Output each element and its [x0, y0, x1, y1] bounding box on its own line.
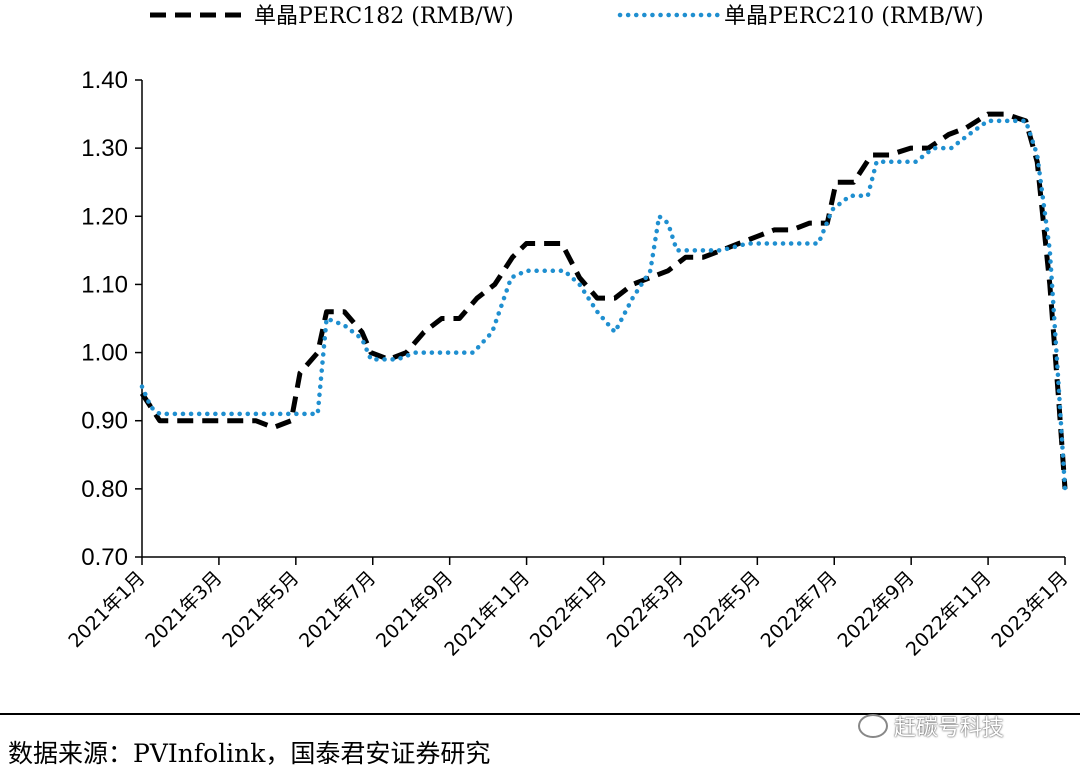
series-layer [139, 111, 1068, 492]
y-tick-label: 1.00 [81, 340, 128, 367]
wechat-icon [858, 714, 888, 738]
x-tick-label: 2021年9月 [372, 567, 457, 652]
x-tick-label: 2021年5月 [218, 567, 303, 652]
watermark: 赶碳号科技 [858, 708, 1004, 744]
x-tick-label: 2022年5月 [680, 567, 765, 652]
x-tick-label: 2022年3月 [603, 567, 688, 652]
y-axis: 0.70 0.80 0.90 1.00 1.10 1.20 1.30 1.40 [81, 67, 143, 571]
series-line-1 [139, 111, 1068, 490]
y-tick-label: 0.80 [81, 476, 128, 503]
x-tick-label: 2021年1月 [64, 567, 149, 652]
y-tick-label: 0.90 [81, 408, 128, 435]
y-tick-label: 1.40 [81, 67, 128, 94]
data-source: 数据来源：PVInfolink，国泰君安证券研究 [8, 739, 491, 768]
x-tick-label: 2023年1月 [987, 567, 1072, 652]
x-axis: 2021年1月2021年3月2021年5月2021年7月2021年9月2021年… [64, 556, 1073, 661]
legend: 单晶PERC182 (RMB/W) 单晶PERC210 (RMB/W) [150, 4, 984, 29]
source-divider [0, 713, 1080, 715]
y-tick-label: 1.20 [81, 203, 128, 230]
x-tick-label: 2022年1月 [526, 567, 611, 652]
y-tick-label: 0.70 [81, 544, 128, 571]
x-tick-label: 2021年7月 [295, 567, 380, 652]
x-tick-label: 2022年7月 [757, 567, 842, 652]
series-line-2 [139, 118, 1068, 492]
y-tick-label: 1.30 [81, 135, 128, 162]
x-tick-label: 2022年9月 [834, 567, 919, 652]
legend-label-2: 单晶PERC210 (RMB/W) [724, 4, 984, 29]
y-tick-label: 1.10 [81, 271, 128, 298]
watermark-text: 赶碳号科技 [894, 716, 1005, 741]
x-tick-label: 2021年3月 [141, 567, 226, 652]
legend-label-1: 单晶PERC182 (RMB/W) [254, 4, 514, 29]
